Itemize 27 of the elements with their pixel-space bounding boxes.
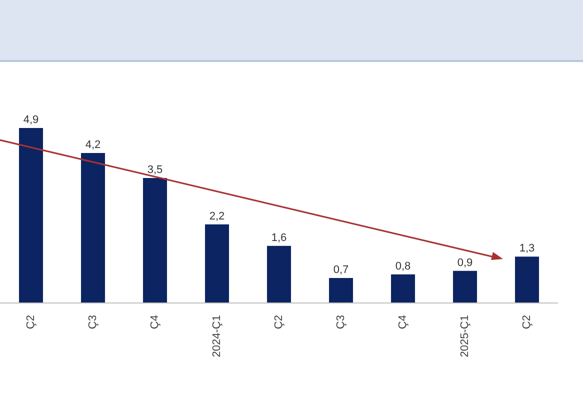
x-tick-label: 2025-Ç1 xyxy=(459,315,471,358)
bar xyxy=(143,178,167,303)
data-label: 1,3 xyxy=(519,242,535,255)
data-label: 1,6 xyxy=(271,232,287,244)
data-label: 0,7 xyxy=(333,264,349,276)
bar xyxy=(267,246,291,303)
x-tick-label: Ç4 xyxy=(149,315,161,330)
x-tick-label: Ç2 xyxy=(25,315,37,330)
bar xyxy=(329,278,353,303)
bar xyxy=(19,128,43,303)
x-tick-label: Ç3 xyxy=(87,315,99,330)
bar xyxy=(515,256,539,303)
data-label: 0,8 xyxy=(395,260,411,272)
x-tick-label: Ç3 xyxy=(335,315,347,330)
bar xyxy=(391,274,415,303)
data-label: 4,9 xyxy=(23,114,39,126)
x-tick-label: Ç2 xyxy=(521,315,533,330)
x-tick-label: Ç2 xyxy=(273,315,285,330)
data-label: 4,2 xyxy=(85,139,101,151)
bar xyxy=(81,153,105,303)
data-label: 3,5 xyxy=(147,164,163,176)
bar xyxy=(453,270,477,303)
bar xyxy=(205,224,229,303)
data-label: 0,9 xyxy=(457,256,473,269)
data-label: 2,2 xyxy=(209,210,225,222)
x-tick-label: 2024-Ç1 xyxy=(211,315,223,358)
x-tick-label: Ç4 xyxy=(397,315,409,330)
